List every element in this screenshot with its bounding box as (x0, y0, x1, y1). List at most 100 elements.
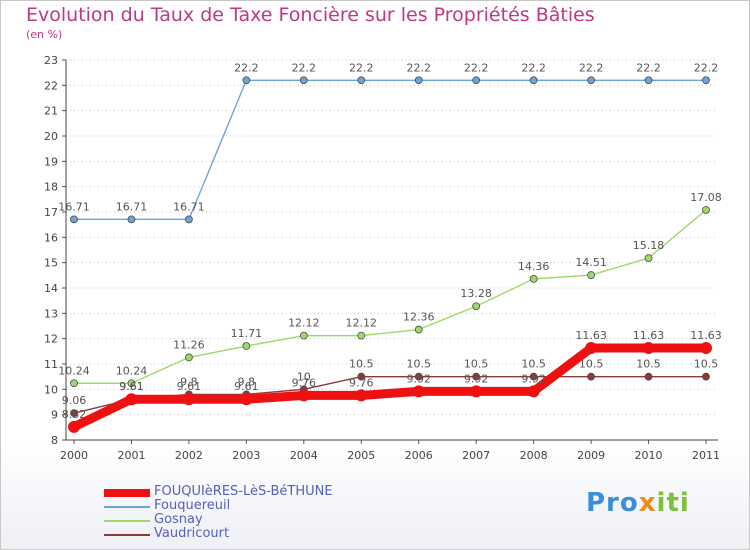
data-label: 9.92 (464, 372, 489, 385)
y-tick-label: 21 (44, 105, 58, 118)
data-point (70, 379, 78, 388)
series-line (73, 79, 707, 221)
data-label: 17.08 (690, 191, 722, 204)
legend-item: FOUQUIèRES-LèS-BéTHUNE (104, 484, 404, 499)
data-label: 22.2 (694, 61, 719, 74)
y-tick-label: 23 (44, 54, 58, 67)
legend-swatch (104, 520, 150, 522)
data-label: 10 (297, 370, 311, 383)
series-fouquie-res-le-s-be-thune: 8.52 9.61 9.61 9.61 9.76 9.76 9.92 9.92 9.92 11.6… (62, 329, 722, 433)
proxiti-logo: Proxiti (586, 488, 690, 518)
data-point (242, 342, 251, 350)
y-tick-label: 14 (44, 282, 58, 295)
x-tick-label: 2010 (635, 449, 663, 462)
data-label: 9.8 (238, 375, 256, 388)
data-label: 9.76 (349, 376, 374, 389)
data-point (700, 342, 712, 355)
data-point (127, 215, 136, 224)
data-point (185, 353, 193, 362)
data-point (299, 331, 308, 340)
data-label: 12.12 (346, 317, 378, 330)
plot-area (66, 60, 718, 440)
data-label: 15.18 (633, 239, 665, 252)
data-point (529, 372, 538, 381)
data-label: 11.63 (633, 329, 665, 342)
data-point (529, 274, 538, 283)
data-point (414, 372, 423, 381)
x-tick-label: 2006 (405, 449, 433, 462)
data-label: 10.5 (636, 358, 661, 371)
data-point (297, 389, 310, 402)
y-tick-label: 19 (44, 155, 58, 168)
data-label: 10.5 (521, 358, 546, 371)
x-tick-label: 2003 (232, 449, 260, 462)
data-point (585, 342, 598, 355)
y-tick-label: 11 (44, 358, 58, 371)
data-point (644, 76, 653, 85)
data-label: 9.06 (62, 394, 87, 407)
y-tick-label: 20 (44, 130, 58, 143)
y-tick-label: 8 (51, 434, 58, 447)
y-tick-label: 10 (44, 383, 58, 396)
legend-label: Gosnay (154, 512, 203, 527)
y-tick-label: 9 (51, 409, 58, 422)
legend-swatch (104, 534, 150, 536)
legend-swatch (104, 489, 150, 497)
data-label: 10.24 (116, 364, 148, 377)
data-label: 8.52 (62, 408, 87, 421)
data-label: 10.5 (406, 358, 431, 371)
y-tick-label: 22 (44, 79, 58, 92)
data-label: 22.2 (349, 61, 374, 74)
legend-swatch (104, 506, 150, 508)
data-point (127, 379, 136, 388)
data-point (644, 254, 653, 263)
legend-item: Vaudricourt (104, 526, 404, 541)
y-tick-label: 12 (44, 333, 58, 346)
legend-item: Gosnay (104, 512, 404, 527)
data-label: 22.2 (234, 61, 259, 74)
data-label: 22.2 (521, 61, 546, 74)
y-tick-label: 18 (44, 181, 58, 194)
data-point (357, 331, 366, 340)
data-label: 9.92 (406, 372, 431, 385)
data-point (527, 385, 540, 398)
data-point (242, 76, 251, 85)
data-label: 14.51 (575, 256, 607, 269)
data-point (587, 271, 595, 279)
data-point (412, 385, 425, 398)
data-point (470, 385, 483, 398)
data-point (357, 372, 366, 381)
series-fouquereuil: 16.71 16.71 16.71 22.2 22.2 22.2 22.2 22.2 22.2 2… (58, 61, 719, 224)
x-tick-label: 2004 (290, 449, 318, 462)
y-tick-label: 15 (44, 257, 58, 270)
data-label: 22.2 (464, 61, 489, 74)
data-label: 11.26 (173, 338, 205, 351)
data-point (587, 372, 595, 381)
y-tick-label: 17 (44, 206, 58, 219)
data-label: 11.63 (575, 329, 607, 342)
data-point (68, 420, 80, 433)
data-point (240, 393, 253, 406)
y-tick-label: 13 (44, 307, 58, 320)
data-point (414, 325, 423, 334)
data-label: 9.61 (119, 380, 144, 393)
x-tick-label: 2001 (117, 449, 145, 462)
data-point (125, 393, 138, 406)
legend-label: Fouquereuil (154, 498, 231, 513)
data-label: 10.24 (58, 364, 90, 377)
series-gosnay: 10.24 10.24 11.26 11.71 12.12 12.12 12.36 13.28… (58, 191, 722, 388)
data-label: 12.12 (288, 317, 320, 330)
x-tick-label: 2007 (462, 449, 490, 462)
x-tick-label: 2002 (175, 449, 203, 462)
data-label: 10.5 (694, 358, 719, 371)
data-label: 10.5 (464, 358, 489, 371)
data-point (472, 372, 481, 381)
data-label: 22.2 (406, 61, 431, 74)
legend-item: Fouquereuil (104, 498, 404, 513)
data-label: 9.76 (292, 376, 317, 389)
data-label: 14.36 (518, 260, 550, 273)
data-label: 16.71 (58, 200, 90, 213)
data-point (70, 215, 78, 224)
data-label: 9.92 (521, 372, 546, 385)
